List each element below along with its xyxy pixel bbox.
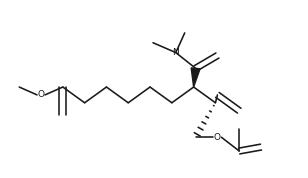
- Text: O: O: [214, 133, 221, 142]
- Polygon shape: [191, 68, 200, 87]
- Text: O: O: [38, 90, 45, 99]
- Text: N: N: [172, 48, 179, 57]
